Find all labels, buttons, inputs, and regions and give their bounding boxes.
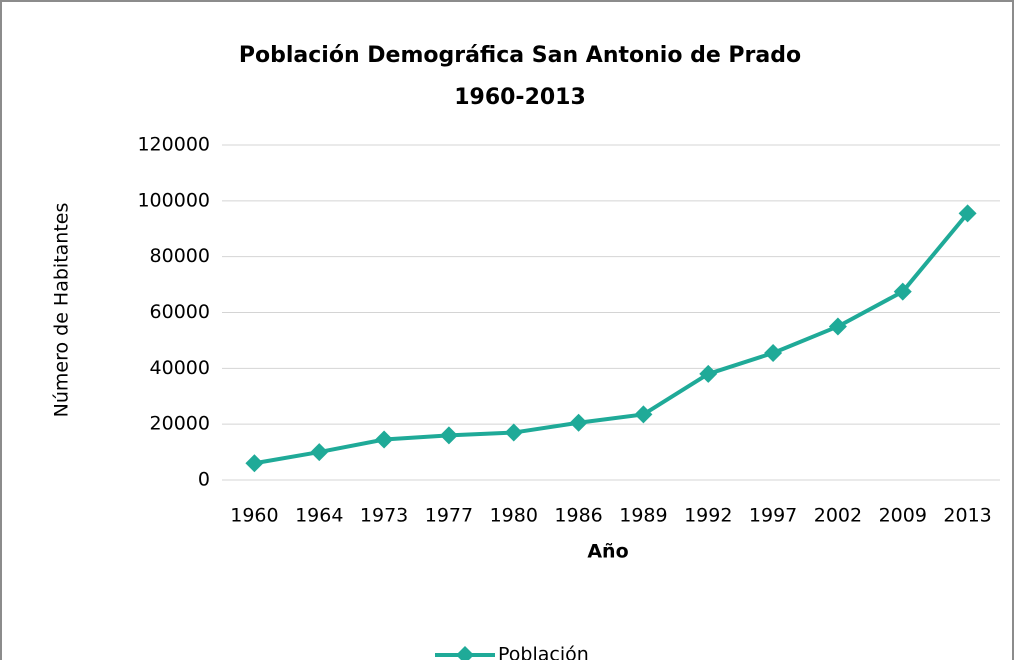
x-tick-label: 1980 — [490, 505, 538, 527]
chart-title: Población Demográfica San Antonio de Pra… — [239, 43, 801, 68]
data-point — [699, 364, 718, 383]
y-tick-label: 120000 — [137, 134, 210, 156]
x-tick-label: 1973 — [360, 505, 408, 527]
legend-label: Población — [498, 644, 589, 660]
x-tick-label: 1992 — [684, 505, 732, 527]
chart-subtitle: 1960-2013 — [454, 85, 586, 110]
data-point — [310, 443, 329, 462]
x-axis-title: Año — [587, 541, 628, 563]
data-point — [764, 343, 783, 362]
y-tick-label: 60000 — [150, 301, 210, 323]
x-tick-label: 1960 — [230, 505, 278, 527]
y-tick-label: 0 — [198, 469, 210, 491]
y-tick-label: 20000 — [150, 413, 210, 435]
x-tick-label: 1964 — [295, 505, 343, 527]
x-tick-label: 1986 — [554, 505, 602, 527]
x-tick-label: 1997 — [749, 505, 797, 527]
data-point — [504, 423, 523, 442]
x-tick-label: 2009 — [879, 505, 927, 527]
y-tick-label: 40000 — [150, 357, 210, 379]
y-tick-label: 80000 — [150, 245, 210, 267]
data-point — [828, 317, 847, 336]
x-tick-label: 2002 — [814, 505, 862, 527]
data-point — [958, 204, 977, 223]
x-tick-label: 2013 — [943, 505, 991, 527]
y-axis-title: Número de Habitantes — [51, 203, 73, 418]
x-tick-label: 1977 — [425, 505, 473, 527]
y-tick-label: 100000 — [137, 189, 210, 211]
data-point — [375, 430, 394, 449]
x-tick-label: 1989 — [619, 505, 667, 527]
data-point — [569, 413, 588, 432]
data-point — [634, 405, 653, 424]
series-line — [254, 212, 970, 466]
data-point — [245, 454, 264, 473]
legend-marker — [456, 646, 474, 660]
data-point — [893, 282, 912, 301]
data-point — [439, 426, 458, 445]
